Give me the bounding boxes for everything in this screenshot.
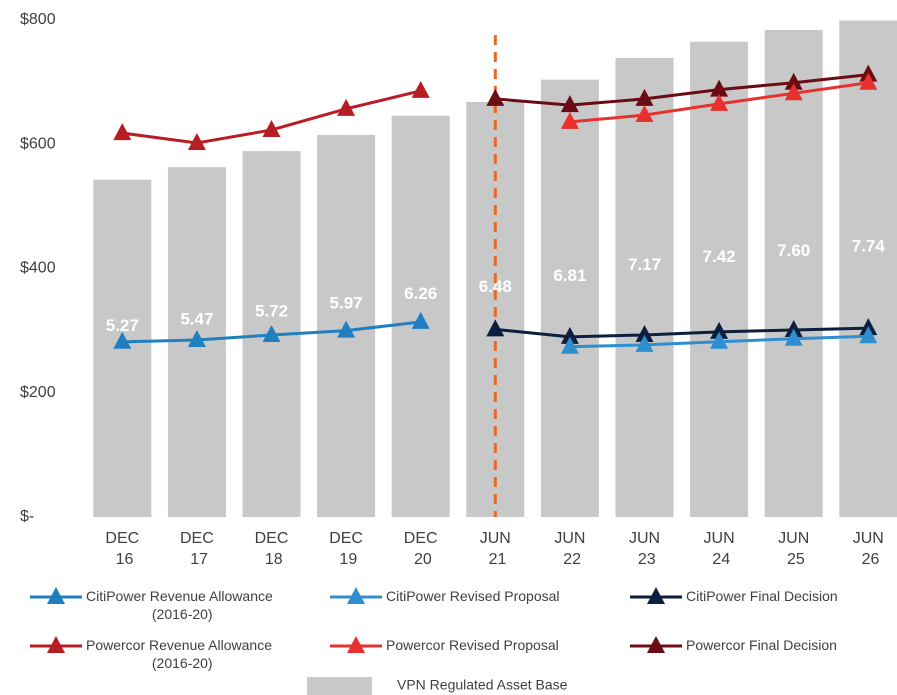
marker: [784, 72, 803, 90]
marker: [486, 88, 505, 106]
y-tick-label: $600: [20, 135, 56, 152]
x-tick-label: JUN 25: [778, 530, 809, 568]
marker: [647, 636, 665, 653]
marker: [635, 88, 654, 106]
bar: [540, 79, 599, 517]
data-label: 5.72: [255, 302, 288, 321]
legend-label: CitiPower Revenue Allowance (2016-20): [86, 588, 273, 622]
legend-label: Powercor Final Decision: [686, 637, 837, 653]
x-tick-label: DEC 16: [105, 530, 139, 568]
marker: [347, 587, 365, 604]
y-tick-label: $-: [20, 508, 34, 525]
legend-item: Powercor Revised Proposal: [330, 636, 559, 653]
line: [495, 73, 869, 107]
data-label: 5.97: [330, 293, 363, 312]
marker: [859, 72, 878, 90]
marker: [262, 324, 281, 342]
data-label: 6.26: [404, 284, 437, 303]
marker: [47, 587, 65, 604]
marker: [710, 331, 729, 349]
data-label: 5.47: [180, 310, 213, 329]
x-tick-label: JUN 24: [704, 530, 735, 568]
marker: [411, 80, 430, 98]
line: [495, 326, 869, 339]
y-tick-label: $400: [20, 260, 56, 277]
y-tick-label: $200: [20, 384, 56, 401]
marker: [560, 111, 579, 129]
marker: [262, 119, 281, 137]
marker: [784, 83, 803, 101]
x-tick-label: DEC 18: [255, 530, 289, 568]
data-label: 7.17: [628, 255, 661, 274]
x-tick-label: JUN 26: [853, 530, 884, 568]
bar: [690, 41, 749, 518]
bar: [615, 57, 674, 518]
x-tick-label: DEC 17: [180, 530, 214, 568]
marker: [113, 123, 132, 141]
data-label: 5.27: [106, 316, 139, 335]
marker: [486, 319, 505, 337]
marker: [635, 324, 654, 342]
legend-item: CitiPower Final Decision: [630, 587, 838, 604]
x-tick-label: DEC 19: [329, 530, 363, 568]
marker: [47, 636, 65, 653]
y-tick-label: $800: [20, 11, 56, 28]
data-label: 6.81: [553, 266, 586, 285]
bar: [764, 29, 823, 517]
marker: [635, 105, 654, 123]
marker: [411, 311, 430, 329]
x-tick-label: JUN 22: [554, 530, 585, 568]
marker: [187, 133, 206, 151]
data-label: 6.48: [479, 277, 512, 296]
legend-label: VPN Regulated Asset Base: [397, 677, 568, 693]
legend-item: CitiPower Revenue Allowance (2016-20): [30, 587, 273, 622]
marker: [710, 321, 729, 339]
marker: [710, 93, 729, 111]
data-label: 7.60: [777, 241, 810, 260]
legend-label: Powercor Revised Proposal: [386, 637, 559, 653]
legend-item: Powercor Revenue Allowance (2016-20): [30, 636, 272, 671]
legend-item: Powercor Final Decision: [630, 636, 837, 653]
legend-label: Powercor Revenue Allowance (2016-20): [86, 637, 272, 671]
x-tick-label: JUN 23: [629, 530, 660, 568]
marker: [113, 331, 132, 349]
marker: [347, 636, 365, 653]
legend-label: CitiPower Final Decision: [686, 588, 838, 604]
marker: [560, 326, 579, 344]
marker: [560, 95, 579, 113]
marker: [784, 320, 803, 338]
data-label: 7.74: [852, 236, 886, 255]
marker: [337, 98, 356, 116]
marker: [635, 334, 654, 352]
marker: [560, 336, 579, 354]
x-tick-label: DEC 20: [404, 530, 438, 568]
marker: [710, 79, 729, 97]
legend-item: CitiPower Revised Proposal: [330, 587, 560, 604]
marker: [784, 328, 803, 346]
marker: [187, 329, 206, 347]
data-label: 7.42: [703, 247, 736, 266]
x-tick-label: JUN 21: [480, 530, 511, 568]
legend-swatch: [307, 677, 372, 695]
legend-label: CitiPower Revised Proposal: [386, 588, 560, 604]
marker: [337, 320, 356, 338]
marker: [647, 587, 665, 604]
bar: [839, 20, 897, 518]
marker: [859, 326, 878, 344]
